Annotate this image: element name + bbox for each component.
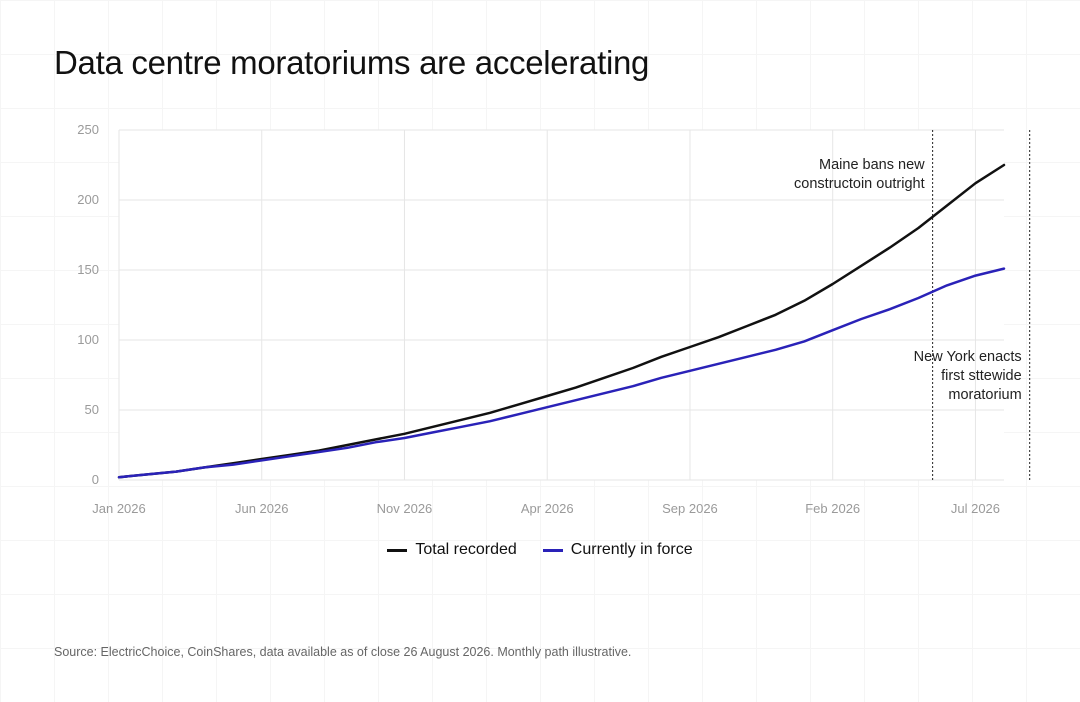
annotation-new-york: first sttewide (941, 368, 1022, 384)
y-tick-label: 100 (77, 332, 99, 347)
y-tick-label: 250 (77, 122, 99, 137)
legend-swatch-total (387, 548, 408, 552)
x-tick-label: Jun 2026 (235, 501, 289, 516)
series-line-currently-in-force (117, 267, 1006, 479)
annotation-maine: constructoin outright (794, 176, 925, 192)
annotation-maine: Maine bans new (819, 157, 925, 173)
y-tick-label: 200 (77, 192, 99, 207)
chart-title: Data centre moratoriums are accelerating (54, 44, 650, 81)
y-tick-label: 0 (92, 472, 99, 487)
x-tick-label: Nov 2026 (377, 501, 433, 516)
y-tick-label: 150 (77, 262, 99, 277)
legend-item-in-force: Currently in force (542, 541, 693, 559)
series-line-total-recorded (117, 163, 1006, 479)
x-tick-label: Apr 2026 (521, 501, 574, 516)
x-tick-label: Feb 2026 (805, 501, 860, 516)
source-note: Source: ElectricChoice, CoinShares, data… (54, 645, 632, 659)
x-tick-label: Jan 2026 (92, 501, 146, 516)
y-tick-label: 50 (85, 402, 99, 417)
legend-label-total: Total recorded (415, 541, 517, 558)
annotation-new-york: moratorium (948, 387, 1021, 403)
x-tick-label: Sep 2026 (662, 501, 718, 516)
annotation-new-york: New York enacts (914, 349, 1022, 365)
legend-item-total: Total recorded (387, 541, 517, 559)
legend-swatch-in-force (542, 548, 563, 552)
legend-label-in-force: Currently in force (570, 541, 693, 558)
plot-background (119, 130, 1004, 480)
x-tick-label: Jul 2026 (951, 501, 1000, 516)
chart-legend: Total recorded Currently in force (0, 541, 1080, 559)
